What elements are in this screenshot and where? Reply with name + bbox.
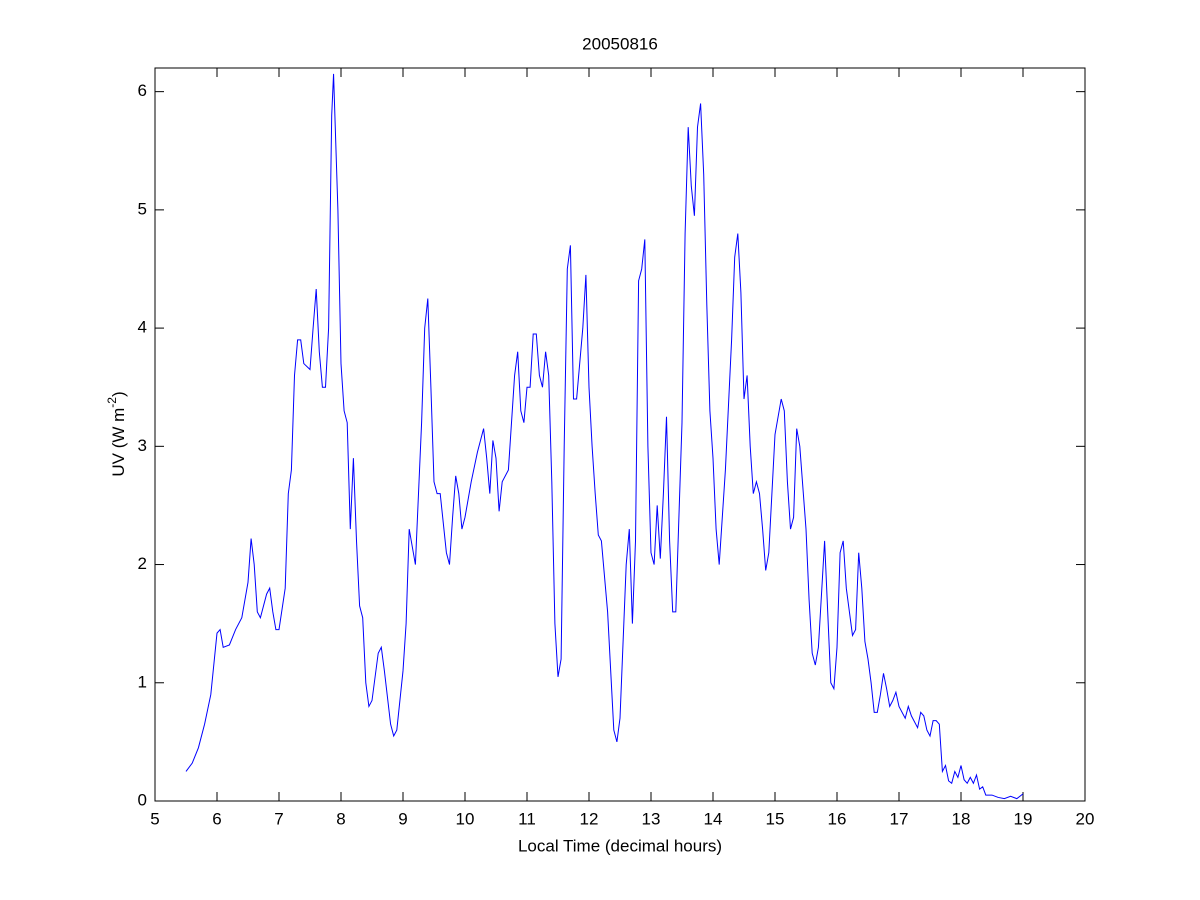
y-tick-label: 5 (138, 199, 147, 218)
x-tick-label: 20 (1076, 809, 1095, 828)
y-tick-label: 3 (138, 436, 147, 455)
x-tick-label: 14 (704, 809, 723, 828)
x-tick-label: 16 (828, 809, 847, 828)
x-tick-label: 8 (336, 809, 345, 828)
x-tick-label: 10 (456, 809, 475, 828)
x-tick-label: 18 (952, 809, 971, 828)
x-tick-label: 11 (518, 809, 536, 828)
plot-area (154, 67, 1086, 802)
x-tick-label: 5 (150, 809, 159, 828)
y-axis-label-suffix: ) (109, 391, 128, 397)
y-tick-label: 1 (138, 672, 147, 691)
chart-title: 20050816 (582, 34, 658, 53)
x-tick-label: 12 (580, 809, 599, 828)
x-tick-label: 19 (1014, 809, 1033, 828)
y-tick-label: 2 (138, 554, 147, 573)
y-axis-label: UV (W m-2) (105, 391, 128, 476)
x-tick-label: 17 (890, 809, 909, 828)
y-axis-label-sup: -2 (105, 397, 119, 408)
x-tick-label: 6 (212, 809, 221, 828)
x-tick-label: 15 (766, 809, 785, 828)
x-axis-label: Local Time (decimal hours) (518, 836, 722, 855)
y-tick-label: 6 (138, 81, 147, 100)
x-tick-label: 13 (642, 809, 661, 828)
y-tick-label: 0 (138, 790, 147, 809)
x-tick-label: 9 (398, 809, 407, 828)
x-tick-label: 7 (274, 809, 283, 828)
y-tick-label: 4 (138, 318, 147, 337)
data-line (185, 73, 1024, 800)
y-axis-label-text: UV (W m (109, 408, 128, 477)
